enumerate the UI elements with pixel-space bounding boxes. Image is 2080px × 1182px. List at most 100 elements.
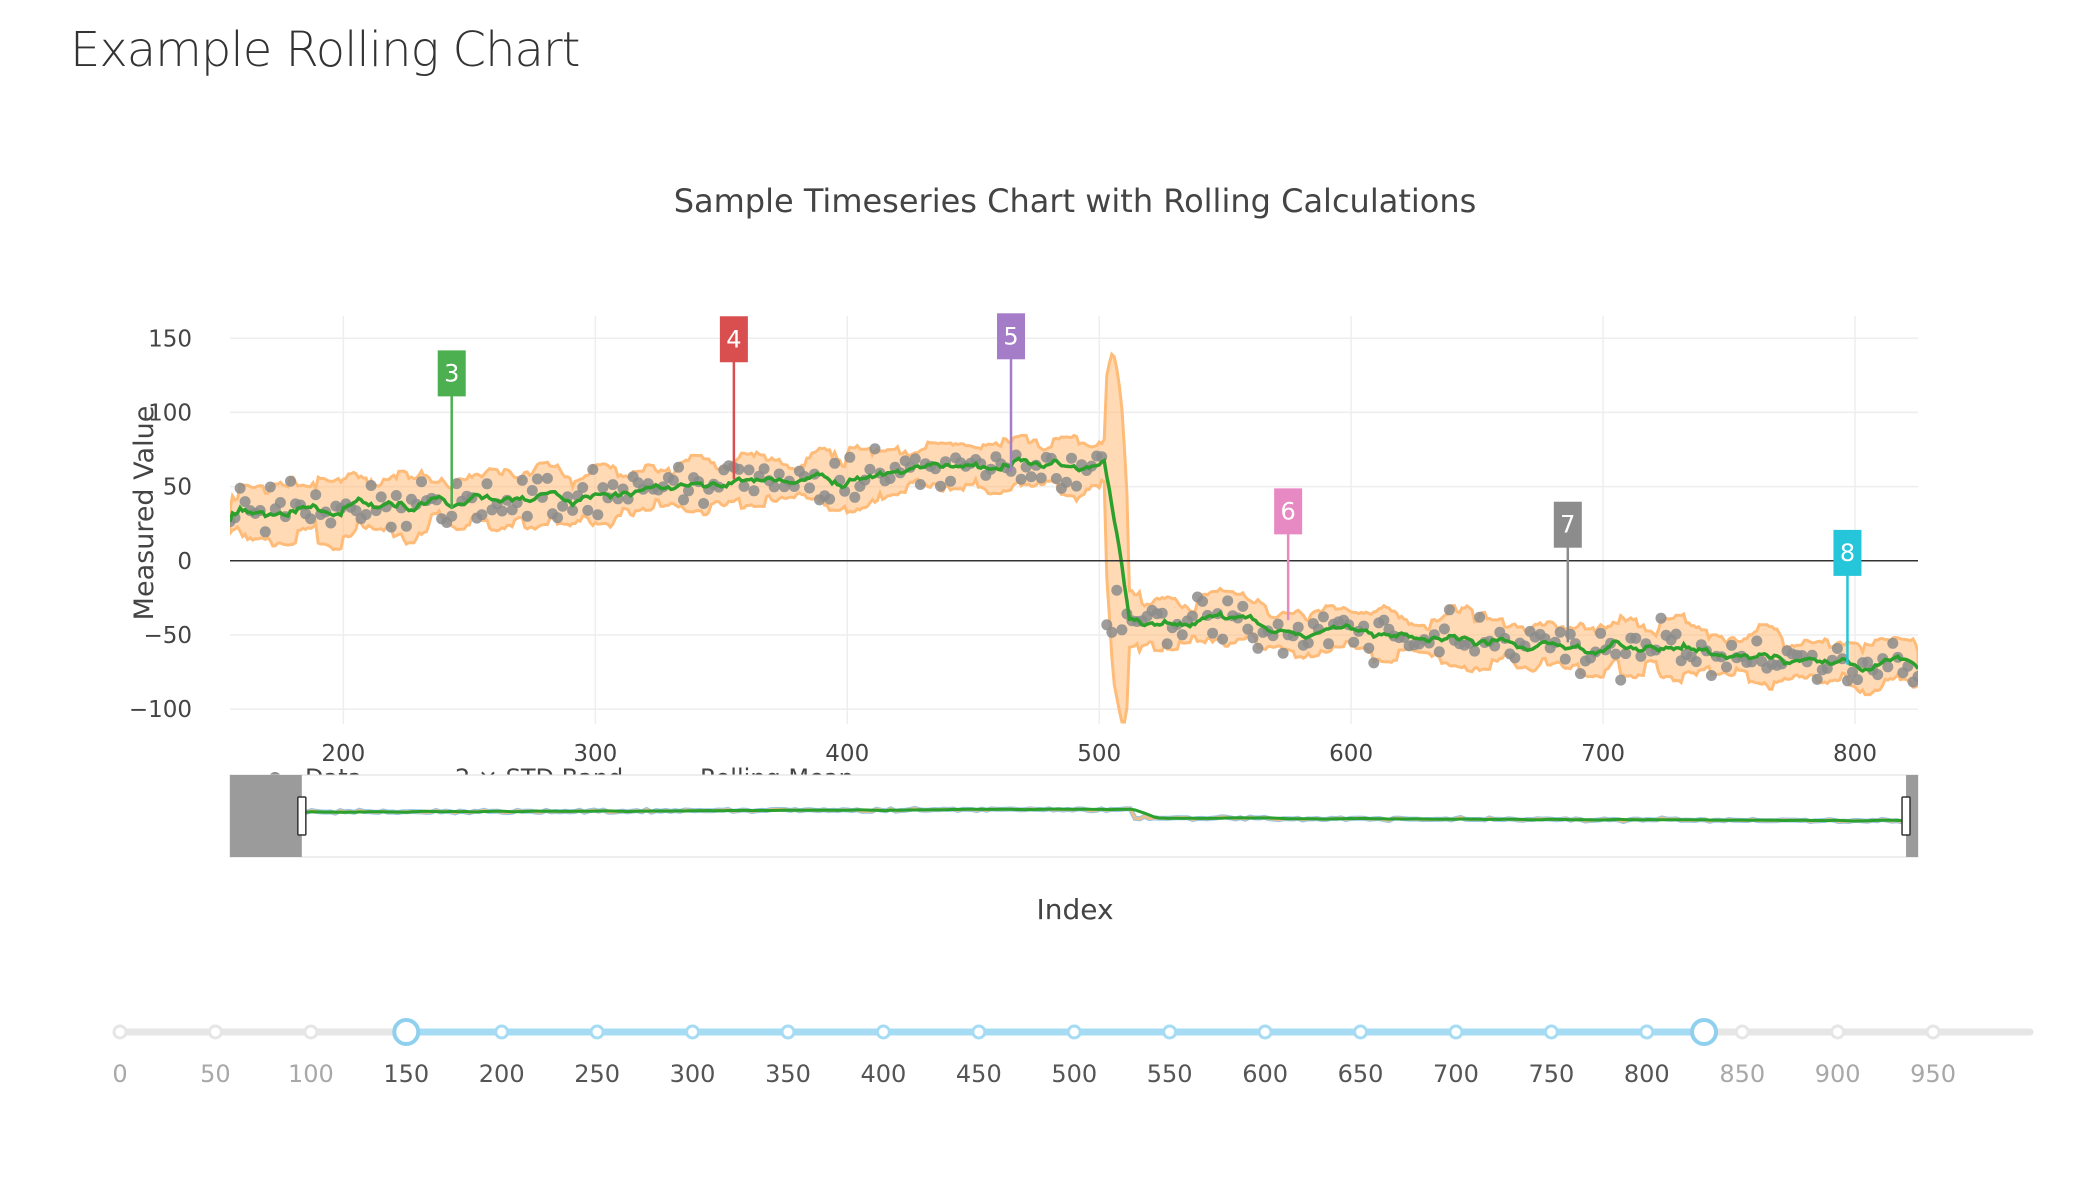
y-tick-label: −100 <box>129 697 192 723</box>
slider-dot <box>112 1024 128 1040</box>
data-point <box>1630 632 1642 644</box>
plot-area[interactable] <box>225 351 1924 724</box>
annotation-7: 7 <box>1553 501 1582 643</box>
data-point <box>1872 669 1884 681</box>
data-point <box>1207 627 1219 639</box>
data-point <box>350 505 362 517</box>
x-tick-label: 600 <box>1329 741 1373 767</box>
data-point <box>1811 673 1823 685</box>
slider-mark-label: 500 <box>1051 1060 1097 1088</box>
data-point <box>1242 623 1254 635</box>
data-point <box>1852 674 1863 686</box>
data-point <box>748 485 760 497</box>
data-point <box>1025 471 1037 483</box>
data-point <box>1912 671 1918 682</box>
data-point <box>582 504 594 516</box>
slider-mark-label: 600 <box>1242 1060 1288 1088</box>
data-point <box>390 490 402 501</box>
slider-handle-start[interactable] <box>392 1018 421 1046</box>
data-point <box>864 463 876 475</box>
data-point <box>1015 473 1027 485</box>
data-point <box>1564 628 1576 640</box>
data-point <box>607 479 619 491</box>
data-point <box>1559 653 1571 665</box>
data-point <box>773 468 785 480</box>
slider-dot <box>1543 1024 1559 1040</box>
slider-mark-label: 700 <box>1433 1060 1479 1088</box>
data-point <box>1222 595 1234 607</box>
data-point <box>481 478 493 490</box>
data-point <box>259 526 271 538</box>
data-point <box>285 475 296 487</box>
page-title: Example Rolling Chart <box>70 22 580 78</box>
slider-dot <box>1925 1024 1941 1040</box>
data-point <box>743 464 755 476</box>
x-tick-label: 700 <box>1581 741 1625 767</box>
main-chart: Sample Timeseries Chart with Rolling Cal… <box>129 182 1924 926</box>
data-point <box>673 461 684 473</box>
slider-dot <box>685 1024 701 1040</box>
data-point <box>577 482 589 493</box>
annotation-label: 6 <box>1281 497 1296 525</box>
data-point <box>824 493 836 505</box>
data-point <box>829 457 841 469</box>
slider-mark-label: 0 <box>112 1060 127 1088</box>
slider-dot <box>1734 1024 1750 1040</box>
data-point <box>1348 636 1360 648</box>
data-point <box>310 489 322 501</box>
data-point <box>521 510 533 522</box>
data-point <box>1469 645 1481 657</box>
data-point <box>945 475 956 487</box>
data-point <box>1635 650 1647 662</box>
slider-mark-label: 100 <box>288 1060 334 1088</box>
data-point <box>531 473 543 485</box>
data-point <box>768 481 780 493</box>
data-point <box>1438 623 1450 635</box>
range-slider-preview[interactable] <box>229 774 1919 858</box>
x-tick-label: 400 <box>825 741 869 767</box>
data-point <box>516 474 528 486</box>
data-point <box>451 478 463 490</box>
data-point <box>541 472 553 484</box>
data-point <box>325 517 337 529</box>
data-point <box>738 480 750 492</box>
data-point <box>1035 472 1047 484</box>
range-slider-bg <box>229 774 1919 858</box>
data-point <box>552 512 563 524</box>
annotation-box <box>997 313 1026 360</box>
data-point <box>1106 626 1118 638</box>
slider-dot <box>1830 1024 1846 1040</box>
data-point <box>587 464 599 475</box>
data-point <box>1111 584 1123 596</box>
y-tick-label: −50 <box>143 623 192 649</box>
data-point <box>1217 633 1229 645</box>
slider-handle-end[interactable] <box>1690 1018 1719 1046</box>
data-point <box>698 498 710 509</box>
annotation-box <box>1553 501 1582 548</box>
range-handle-left[interactable] <box>297 796 307 836</box>
std-band <box>230 351 1918 724</box>
slider-mark-label: 150 <box>383 1060 429 1088</box>
data-point <box>1887 637 1899 649</box>
data-point <box>1862 656 1874 668</box>
data-point <box>1378 614 1390 626</box>
annotation-6: 6 <box>1274 488 1303 621</box>
slider-dot <box>1162 1024 1178 1040</box>
chart-title: Sample Timeseries Chart with Rolling Cal… <box>674 182 1477 220</box>
slider-dot <box>207 1024 223 1040</box>
y-tick-label: 0 <box>177 549 192 575</box>
annotation-label: 3 <box>444 359 459 387</box>
data-point <box>1721 661 1732 673</box>
data-point <box>683 485 694 497</box>
data-point <box>1615 674 1627 686</box>
slider-dot <box>1639 1024 1655 1040</box>
data-point <box>557 500 569 512</box>
range-mean-trace <box>301 807 1907 823</box>
data-point <box>909 453 921 465</box>
data-point <box>1574 668 1586 680</box>
data-point <box>567 504 579 516</box>
data-point <box>1060 476 1072 488</box>
annotation-8: 8 <box>1833 529 1862 665</box>
index-range-slider[interactable]: 0 50 100 150 200 250 300 350 400 450 500 550 600 650 7… <box>0 980 2080 1090</box>
range-handle-right[interactable] <box>1901 796 1911 836</box>
